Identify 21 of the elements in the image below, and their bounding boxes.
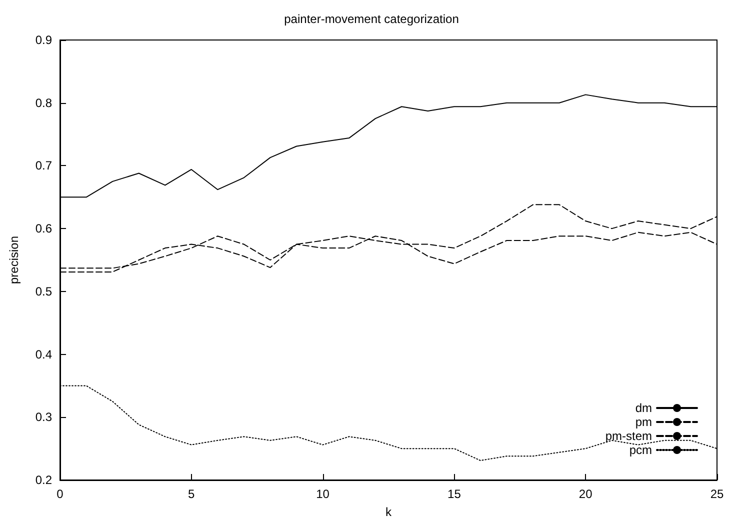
legend-label: pm-stem xyxy=(605,429,652,443)
y-tick-label: 0.3 xyxy=(35,410,52,424)
y-axis-title: precision xyxy=(7,236,21,284)
x-tick-label: 20 xyxy=(578,487,593,501)
y-tick-label: 0.9 xyxy=(35,33,52,47)
y-tick-label: 0.8 xyxy=(35,96,52,110)
y-tick-label: 0.6 xyxy=(35,222,52,236)
y-tick-label: 0.5 xyxy=(35,284,52,298)
x-axis-title: k xyxy=(386,505,392,519)
y-tick-label: 0.2 xyxy=(35,473,52,487)
y-tick-label: 0.4 xyxy=(35,347,52,362)
chart-title: painter-movement categorization xyxy=(284,12,459,26)
legend-label: dm xyxy=(635,401,652,415)
x-tick-label: 5 xyxy=(188,487,196,501)
x-tick-label: 15 xyxy=(448,487,462,501)
legend-label: pcm xyxy=(629,443,652,457)
legend-label: pm xyxy=(635,415,652,429)
x-tick-label: 10 xyxy=(316,487,330,501)
x-tick-label: 25 xyxy=(710,487,724,501)
x-tick-label: 0 xyxy=(56,487,64,501)
y-tick-label: 0.7 xyxy=(35,158,52,173)
